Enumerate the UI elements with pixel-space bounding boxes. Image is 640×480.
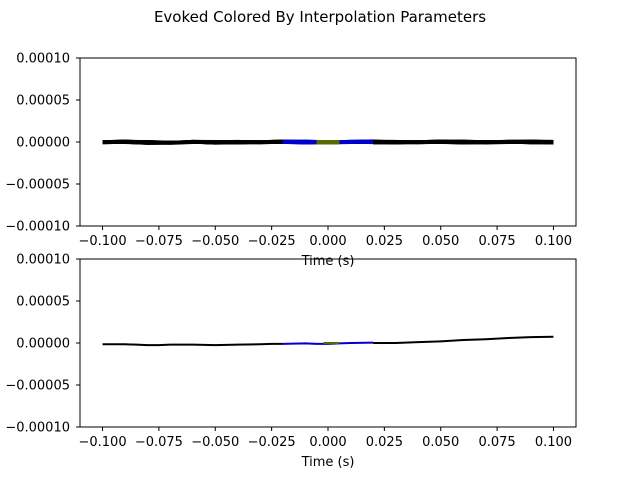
series-line-0	[102, 139, 283, 143]
xticks-top: −0.100 −0.075 −0.050 −0.025 0.000 0.025 0.050 0…	[78, 226, 572, 249]
x-tick-label: 0.000	[309, 234, 346, 249]
x-tick-label: 0.075	[478, 435, 515, 450]
y-tick-label: −0.00010	[5, 421, 70, 436]
y-tick-label: 0.00010	[16, 52, 70, 67]
x-tick-label: −0.075	[135, 435, 183, 450]
x-tick-label: 0.100	[535, 234, 572, 249]
lines-top	[102, 139, 554, 145]
y-tick-label: 0.00000	[16, 337, 70, 352]
y-tick-label: 0.00005	[16, 94, 70, 109]
y-tick-label: 0.00010	[16, 253, 70, 268]
y-tick-label: −0.00005	[5, 178, 70, 193]
x-tick-label: 0.050	[422, 234, 459, 249]
x-tick-label: 0.025	[366, 234, 403, 249]
x-tick-label: −0.075	[135, 234, 183, 249]
x-tick-label: −0.050	[191, 234, 239, 249]
y-tick-label: 0.00000	[16, 136, 70, 151]
xticks-bottom: −0.100 −0.075 −0.050 −0.025 0.000 0.025 0.050 0…	[78, 427, 572, 450]
x-tick-label: 0.025	[366, 435, 403, 450]
y-tick-label: 0.00005	[16, 295, 70, 310]
x-tick-label: 0.075	[478, 234, 515, 249]
series-line-2	[316, 139, 340, 143]
x-tick-label: −0.100	[78, 435, 126, 450]
axes-bottom: −0.100 −0.075 −0.050 −0.025 0.000 0.025 0.050 0…	[5, 253, 577, 470]
yticks-bottom: 0.00010 0.00005 0.00000 −0.00005 −0.00010	[5, 253, 80, 436]
x-tick-label: 0.000	[309, 435, 346, 450]
series-line-0	[102, 342, 283, 347]
x-tick-label: −0.025	[248, 234, 296, 249]
x-tick-label: 0.050	[422, 435, 459, 450]
xlabel-top: Time (s)	[301, 254, 355, 269]
y-tick-label: −0.00005	[5, 379, 70, 394]
figure-title: Evoked Colored By Interpolation Paramete…	[154, 8, 486, 26]
y-tick-label: −0.00010	[5, 220, 70, 235]
lines-bottom	[102, 335, 554, 347]
axes-top: −0.100 −0.075 −0.050 −0.025 0.000 0.025 0.050 0…	[5, 52, 577, 269]
series-line-3	[373, 335, 554, 344]
series-line-3	[373, 141, 554, 144]
x-tick-label: −0.025	[248, 435, 296, 450]
x-tick-label: −0.100	[78, 234, 126, 249]
x-tick-label: 0.100	[535, 435, 572, 450]
series-line-0	[102, 141, 283, 145]
xlabel-bottom: Time (s)	[301, 455, 355, 470]
x-tick-label: −0.050	[191, 435, 239, 450]
yticks-top: 0.00010 0.00005 0.00000 −0.00005 −0.00010	[5, 52, 80, 235]
series-line-3	[373, 139, 554, 143]
